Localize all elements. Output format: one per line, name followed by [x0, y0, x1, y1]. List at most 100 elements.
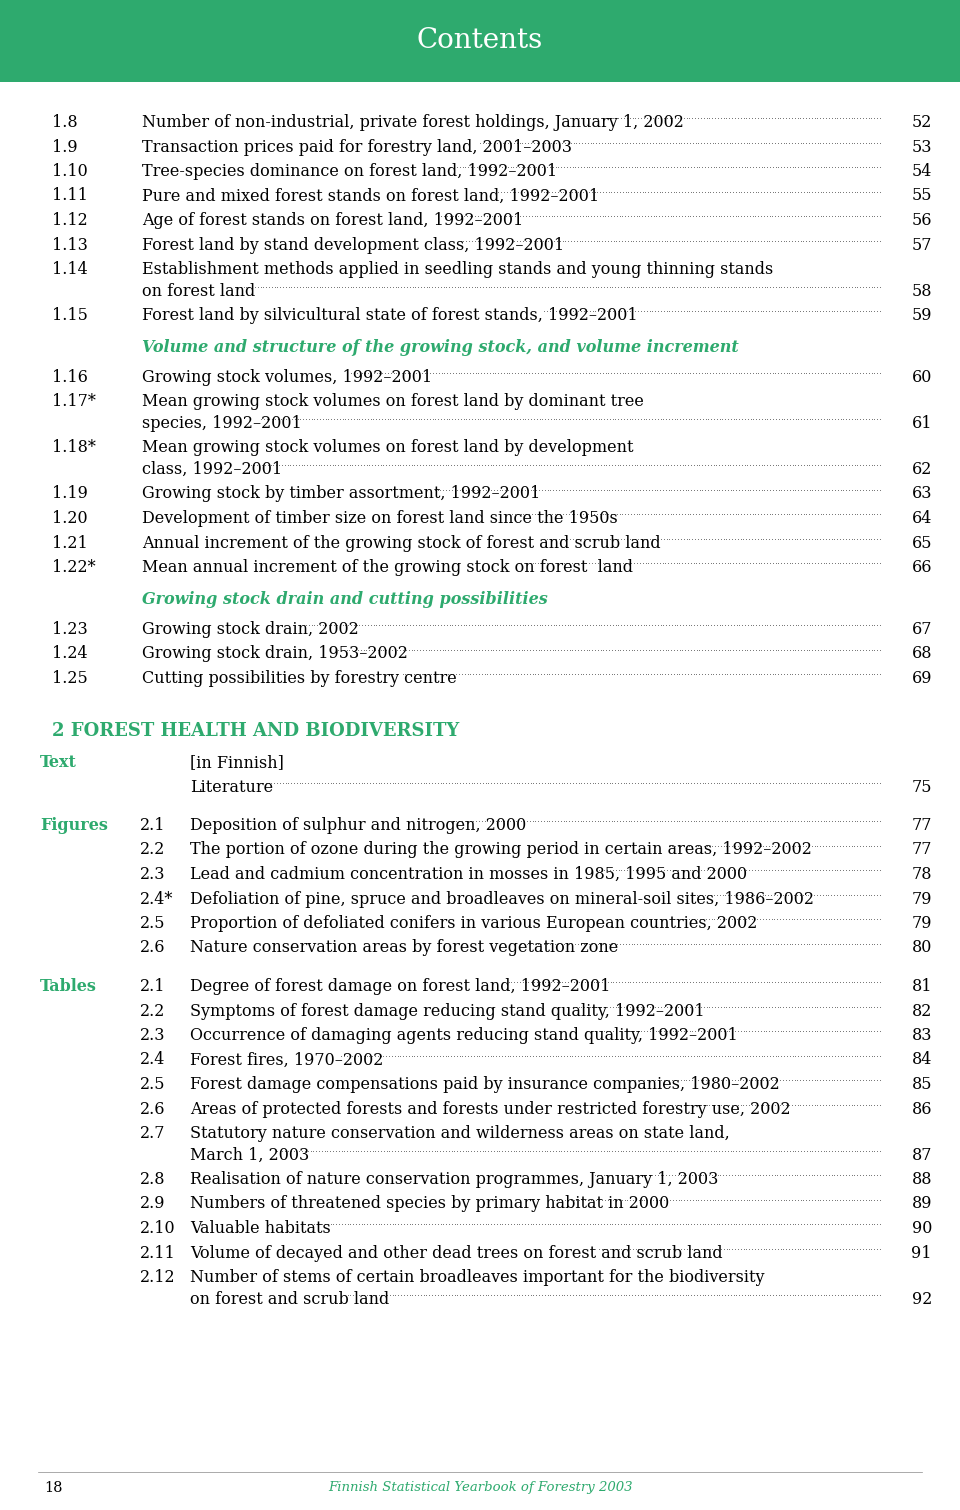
Text: 66: 66: [911, 559, 932, 575]
Text: Degree of forest damage on forest land, 1992–2001: Degree of forest damage on forest land, …: [190, 978, 611, 995]
Text: 59: 59: [911, 307, 932, 325]
Text: Tables: Tables: [40, 978, 97, 995]
Text: Growing stock volumes, 1992–2001: Growing stock volumes, 1992–2001: [142, 368, 432, 387]
Text: Number of non-industrial, private forest holdings, January 1, 2002: Number of non-industrial, private forest…: [142, 113, 684, 131]
Text: Cutting possibilities by forestry centre: Cutting possibilities by forestry centre: [142, 670, 457, 687]
Text: 90: 90: [912, 1220, 932, 1237]
Text: 79: 79: [911, 915, 932, 932]
Text: 1.23: 1.23: [52, 621, 87, 639]
Text: Annual increment of the growing stock of forest and scrub land: Annual increment of the growing stock of…: [142, 535, 660, 551]
Text: 68: 68: [911, 645, 932, 663]
Text: 91: 91: [911, 1244, 932, 1261]
Text: Volume of decayed and other dead trees on forest and scrub land: Volume of decayed and other dead trees o…: [190, 1244, 723, 1261]
Text: 2.3: 2.3: [140, 867, 165, 883]
Text: Pure and mixed forest stands on forest land, 1992–2001: Pure and mixed forest stands on forest l…: [142, 187, 599, 204]
Text: 2.5: 2.5: [140, 1077, 165, 1093]
Text: 1.21: 1.21: [52, 535, 87, 551]
Text: 18: 18: [44, 1481, 62, 1495]
Text: 2.8: 2.8: [140, 1170, 165, 1188]
Text: 1.8: 1.8: [52, 113, 78, 131]
Text: 2.6: 2.6: [140, 1101, 165, 1117]
Text: Mean annual increment of the growing stock on forest  land: Mean annual increment of the growing sto…: [142, 559, 633, 575]
Text: 64: 64: [912, 510, 932, 527]
Text: 2.4: 2.4: [140, 1051, 165, 1069]
Text: 69: 69: [911, 670, 932, 687]
Text: 83: 83: [911, 1027, 932, 1043]
Text: 86: 86: [911, 1101, 932, 1117]
Text: 2.2: 2.2: [140, 1003, 165, 1019]
Text: 78: 78: [911, 867, 932, 883]
Text: 1.14: 1.14: [52, 261, 87, 278]
Text: 65: 65: [911, 535, 932, 551]
Text: 54: 54: [912, 163, 932, 180]
Text: 53: 53: [911, 139, 932, 156]
Text: 77: 77: [911, 841, 932, 859]
Text: 1.19: 1.19: [52, 486, 88, 503]
Text: Finnish Statistical Yearbook of Forestry 2003: Finnish Statistical Yearbook of Forestry…: [327, 1481, 633, 1495]
Text: 2.10: 2.10: [140, 1220, 176, 1237]
Text: Tree-species dominance on forest land, 1992–2001: Tree-species dominance on forest land, 1…: [142, 163, 557, 180]
Text: 2.1: 2.1: [140, 817, 165, 834]
Text: The portion of ozone during the growing period in certain areas, 1992–2002: The portion of ozone during the growing …: [190, 841, 812, 859]
Text: Establishment methods applied in seedling stands and young thinning stands: Establishment methods applied in seedlin…: [142, 261, 773, 278]
Text: 1.20: 1.20: [52, 510, 87, 527]
Text: 1.13: 1.13: [52, 237, 88, 254]
Text: Mean growing stock volumes on forest land by development: Mean growing stock volumes on forest lan…: [142, 439, 634, 456]
Text: Proportion of defoliated conifers in various European countries, 2002: Proportion of defoliated conifers in var…: [190, 915, 757, 932]
Text: 88: 88: [911, 1170, 932, 1188]
Text: Areas of protected forests and forests under restricted forestry use, 2002: Areas of protected forests and forests u…: [190, 1101, 791, 1117]
Text: 62: 62: [912, 461, 932, 479]
Text: 1.10: 1.10: [52, 163, 87, 180]
Text: Symptoms of forest damage reducing stand quality, 1992–2001: Symptoms of forest damage reducing stand…: [190, 1003, 705, 1019]
Text: Figures: Figures: [40, 817, 108, 834]
Text: species, 1992–2001: species, 1992–2001: [142, 415, 301, 432]
Text: 1.18*: 1.18*: [52, 439, 96, 456]
Text: 2.2: 2.2: [140, 841, 165, 859]
Text: Development of timber size on forest land since the 1950s: Development of timber size on forest lan…: [142, 510, 617, 527]
Text: 1.11: 1.11: [52, 187, 88, 204]
Text: 55: 55: [911, 187, 932, 204]
Text: 58: 58: [911, 282, 932, 299]
Text: class, 1992–2001: class, 1992–2001: [142, 461, 282, 479]
Text: 2.5: 2.5: [140, 915, 165, 932]
Text: 79: 79: [911, 891, 932, 908]
Text: 89: 89: [911, 1196, 932, 1213]
Text: 1.25: 1.25: [52, 670, 87, 687]
Text: Volume and structure of the growing stock, and volume increment: Volume and structure of the growing stoc…: [142, 340, 739, 356]
Text: Forest damage compensations paid by insurance companies, 1980–2002: Forest damage compensations paid by insu…: [190, 1077, 780, 1093]
Text: Valuable habitats: Valuable habitats: [190, 1220, 331, 1237]
Text: Statutory nature conservation and wilderness areas on state land,: Statutory nature conservation and wilder…: [190, 1125, 730, 1142]
Text: 84: 84: [912, 1051, 932, 1069]
Text: Defoliation of pine, spruce and broadleaves on mineral-soil sites, 1986–2002: Defoliation of pine, spruce and broadlea…: [190, 891, 814, 908]
Text: Forest land by silvicultural state of forest stands, 1992–2001: Forest land by silvicultural state of fo…: [142, 307, 637, 325]
Text: 1.12: 1.12: [52, 211, 87, 230]
Text: Forest fires, 1970–2002: Forest fires, 1970–2002: [190, 1051, 383, 1069]
Text: 2.6: 2.6: [140, 939, 165, 956]
Text: Number of stems of certain broadleaves important for the biodiversity: Number of stems of certain broadleaves i…: [190, 1268, 764, 1287]
Text: Occurrence of damaging agents reducing stand quality, 1992–2001: Occurrence of damaging agents reducing s…: [190, 1027, 737, 1043]
Text: Lead and cadmium concentration in mosses in 1985, 1995 and 2000: Lead and cadmium concentration in mosses…: [190, 867, 747, 883]
Text: Contents: Contents: [417, 27, 543, 54]
Text: 2.4*: 2.4*: [140, 891, 174, 908]
Text: 2.11: 2.11: [140, 1244, 176, 1261]
Text: 85: 85: [911, 1077, 932, 1093]
Text: Numbers of threatened species by primary habitat in 2000: Numbers of threatened species by primary…: [190, 1196, 669, 1213]
Text: Literature: Literature: [190, 779, 274, 796]
Text: 1.16: 1.16: [52, 368, 88, 387]
Text: 56: 56: [911, 211, 932, 230]
Text: 63: 63: [911, 486, 932, 503]
Text: 2 FOREST HEALTH AND BIODIVERSITY: 2 FOREST HEALTH AND BIODIVERSITY: [52, 722, 459, 740]
Text: Age of forest stands on forest land, 1992–2001: Age of forest stands on forest land, 199…: [142, 211, 523, 230]
Text: 1.15: 1.15: [52, 307, 88, 325]
Text: 2.9: 2.9: [140, 1196, 165, 1213]
Text: Forest land by stand development class, 1992–2001: Forest land by stand development class, …: [142, 237, 564, 254]
Text: Nature conservation areas by forest vegetation zone: Nature conservation areas by forest vege…: [190, 939, 618, 956]
Text: 87: 87: [911, 1146, 932, 1164]
Text: on forest and scrub land: on forest and scrub land: [190, 1291, 389, 1308]
Text: 52: 52: [912, 113, 932, 131]
Text: 2.1: 2.1: [140, 978, 165, 995]
Text: 2.7: 2.7: [140, 1125, 165, 1142]
Text: 2.3: 2.3: [140, 1027, 165, 1043]
Text: 61: 61: [911, 415, 932, 432]
Text: 2.12: 2.12: [140, 1268, 176, 1287]
